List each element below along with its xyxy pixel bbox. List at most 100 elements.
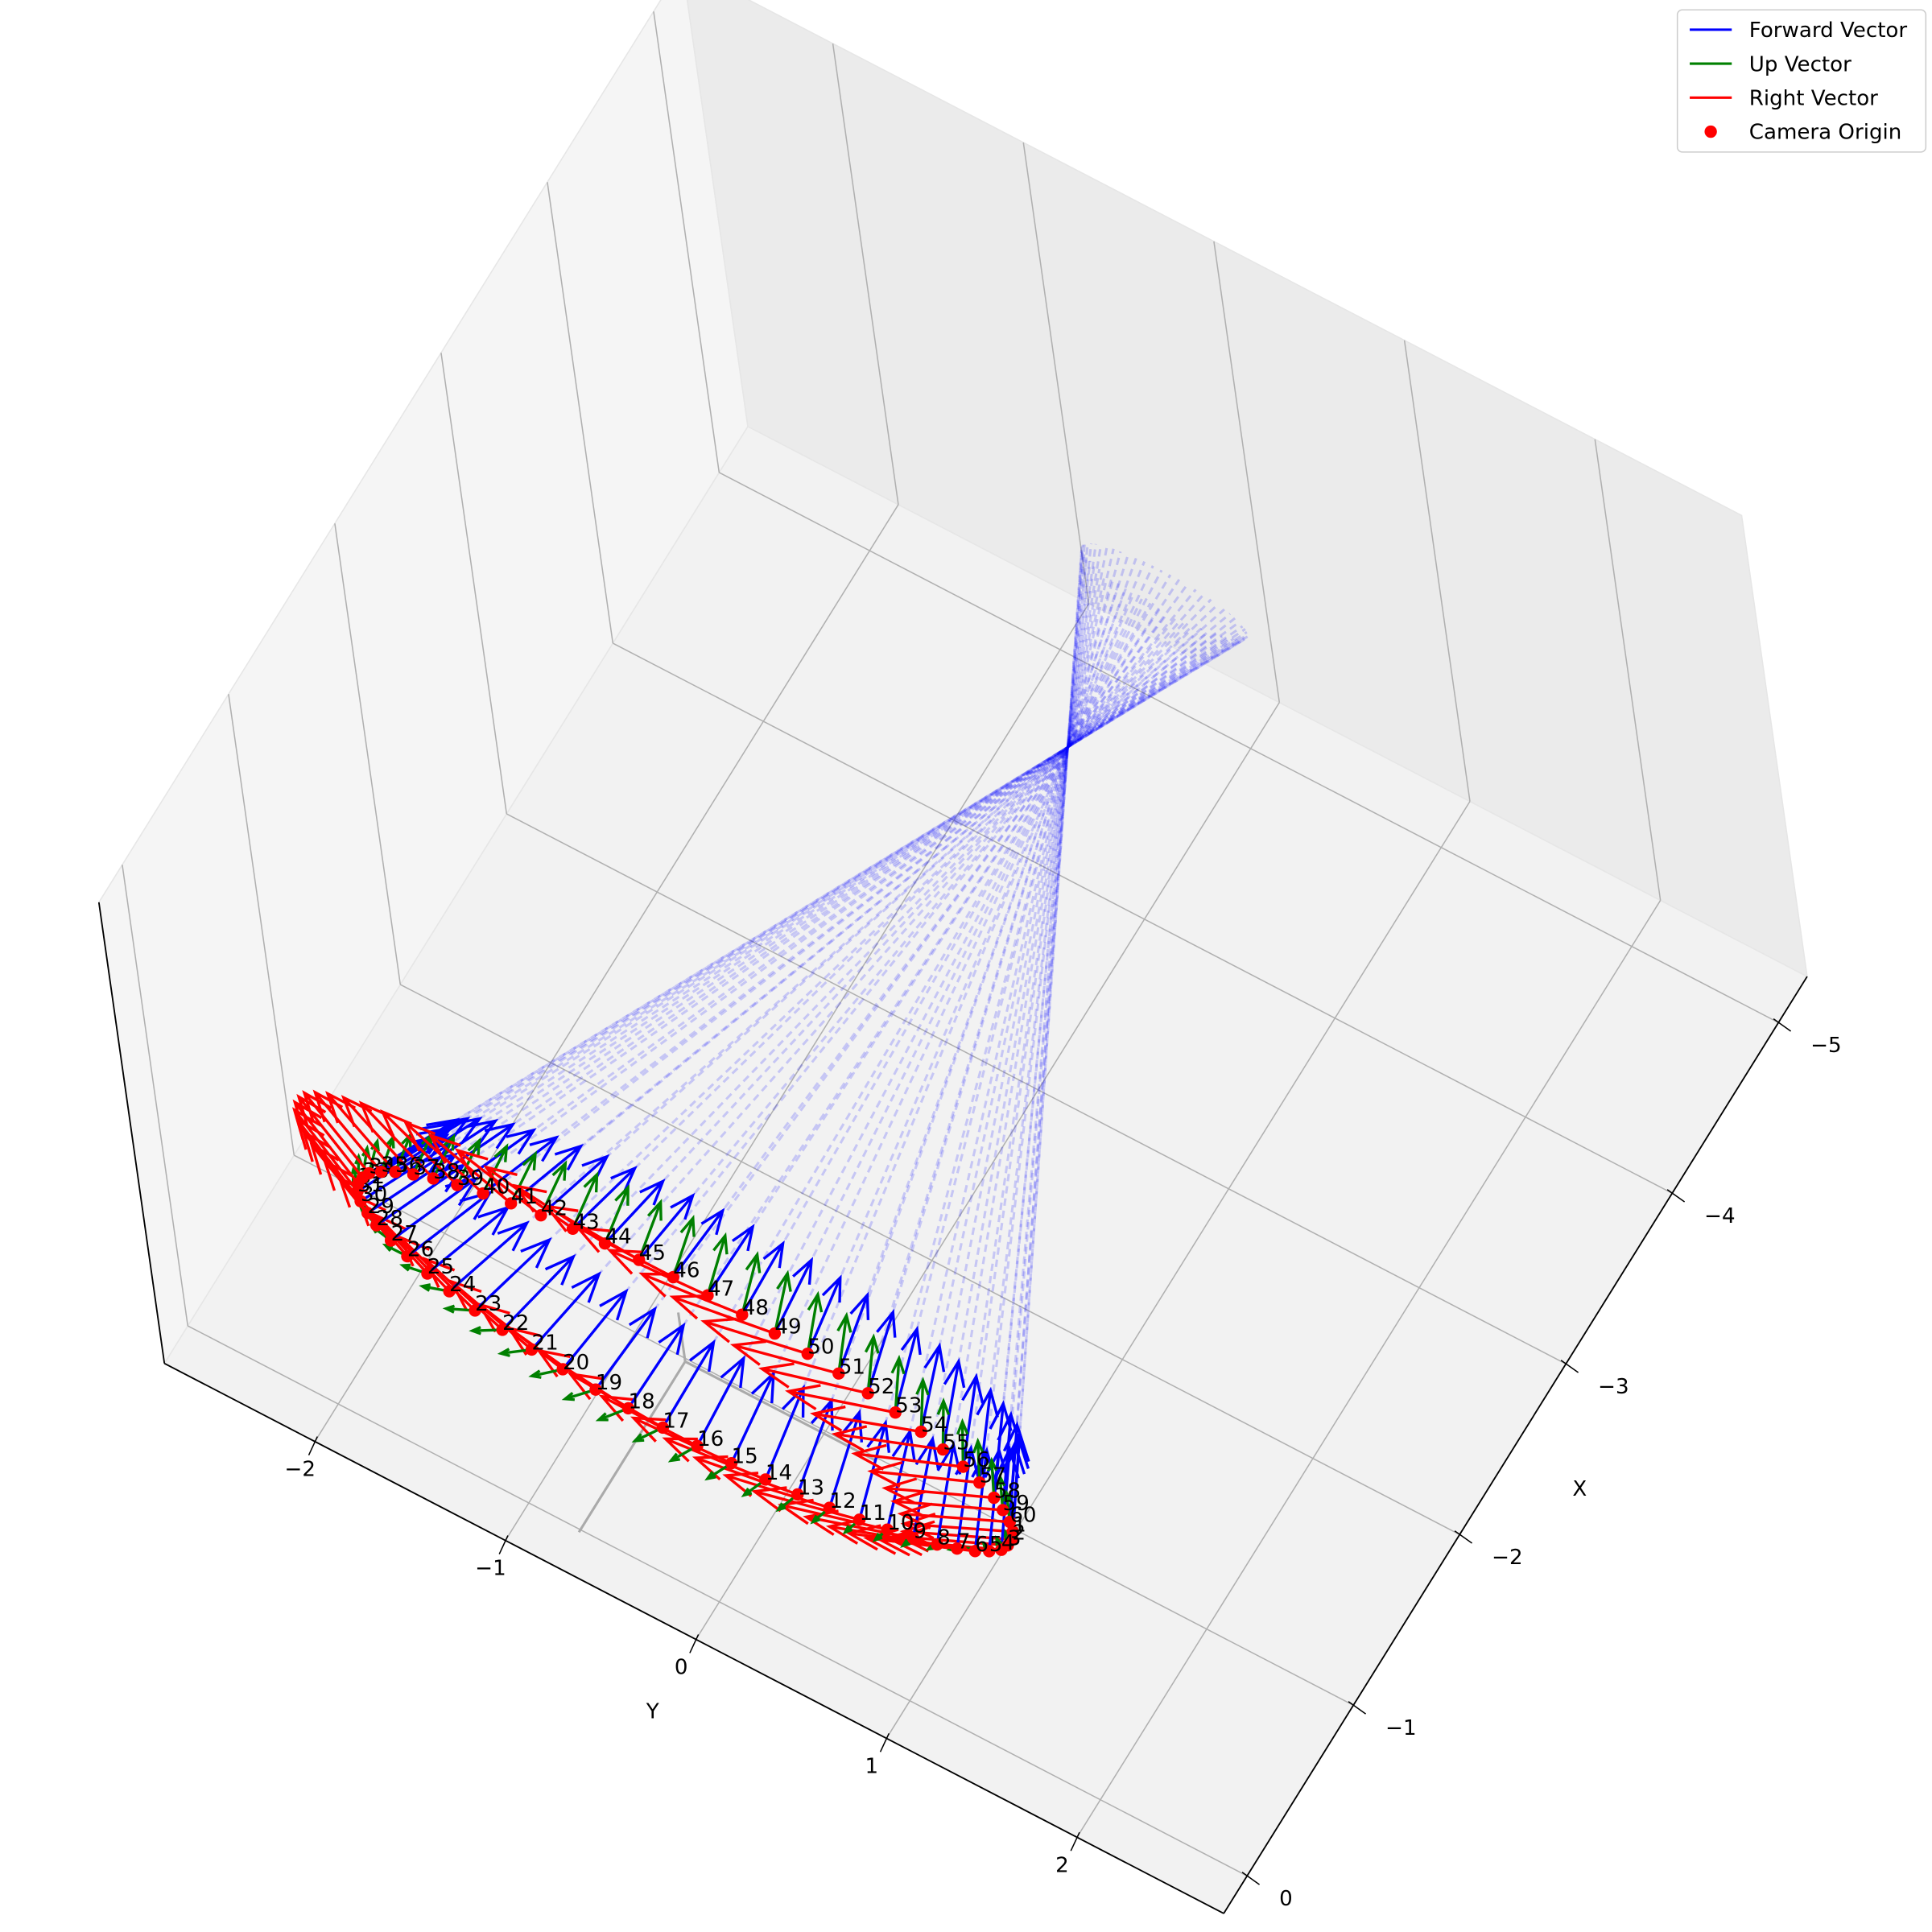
up-vector [671,1215,696,1278]
forward-vector [412,1118,499,1176]
up-vector [638,1199,663,1261]
up-vector [456,1137,481,1186]
camera-origin [535,1208,547,1222]
camera-origin [768,1327,782,1340]
x-tick-label: −3 [1598,1375,1629,1399]
right-vector [358,1100,435,1180]
camera-origin [401,1249,414,1263]
point-label: 19 [596,1371,622,1395]
view-ray [1010,546,1084,1540]
camera-origin [906,1531,920,1545]
point-label: 29 [368,1195,394,1219]
camera-origin [496,1323,509,1336]
grid-line [695,702,1280,1640]
point-label: 52 [868,1375,894,1399]
view-ray [638,616,1178,1261]
grid-line [506,813,1567,1364]
camera-origin [469,1304,481,1317]
forward-vector [671,1208,725,1278]
point-label: 7 [957,1530,971,1554]
grid-line [547,182,614,644]
camera-origin [1003,1515,1017,1529]
camera-origin [505,1197,518,1210]
view-ray [604,620,1187,1245]
point-label: 48 [742,1296,769,1320]
point-label: 23 [475,1292,502,1316]
point-label: 47 [708,1277,734,1301]
forward-vector [866,1308,897,1394]
camera-origin [724,1456,738,1470]
up-vector [773,1269,792,1334]
forward-vector [837,1291,870,1374]
legend: Forward Vector Up Vector Right Vector Camer… [1676,9,1927,153]
forward-vector [604,1179,666,1245]
forward-vector [561,1288,629,1371]
forward-vector [886,1427,916,1530]
right-vector [784,1384,896,1414]
view-ray [919,573,1107,1432]
point-label: 39 [457,1166,484,1191]
camera-origin [931,1538,943,1551]
view-ray [530,593,1205,1351]
y-tick-label: −2 [285,1458,316,1482]
forward-vector [976,1386,999,1483]
point-label: 41 [511,1185,538,1209]
view-ray [627,579,1181,1410]
grid-line [1076,900,1662,1838]
legend-label: Right Vector [1749,87,1878,111]
view-ray [978,560,1092,1483]
view-ray [730,565,1154,1464]
legend-label: Up Vector [1749,52,1852,76]
forward-vector [961,1373,985,1468]
point-label: 50 [807,1335,834,1360]
point-label: 60 [1009,1504,1036,1528]
camera-origin [852,1513,866,1526]
rays [357,543,1249,1552]
camera-origin [589,1383,602,1396]
view-ray [866,583,1120,1394]
point-label: 51 [839,1355,865,1379]
view-ray [561,588,1197,1370]
tick-mark [879,1732,890,1752]
camera-origin [354,1195,367,1208]
x-tick-label: −4 [1704,1204,1735,1228]
view-ray [973,543,1093,1552]
up-vector [915,1377,930,1432]
right-vector [897,1502,1010,1530]
view-ray [380,638,1243,1174]
view-ray [796,558,1137,1495]
forward-vector [473,1237,552,1312]
camera-origin [389,1166,402,1179]
view-ray [394,638,1239,1174]
forward-vector [406,1190,493,1257]
point-label: 17 [663,1409,689,1433]
point-label: 12 [829,1489,856,1513]
view-ray [672,612,1169,1278]
forward-vector [773,1257,814,1335]
camera-origin [443,1285,456,1298]
tick-mark [1560,1360,1579,1373]
point-label: 18 [629,1389,655,1414]
point-label: 21 [532,1331,559,1355]
point-label: 49 [774,1315,801,1340]
grid-line [1022,142,1090,604]
point-label: 24 [449,1273,476,1297]
legend-label: Forward Vector [1749,19,1908,43]
camera-origin [801,1348,814,1360]
point-label: 8 [937,1526,951,1550]
point-label: 9 [913,1520,927,1544]
right-vector [312,1089,382,1173]
x-axis-label: X [1572,1477,1587,1501]
view-ray [572,624,1194,1230]
forward-vector [806,1274,842,1355]
camera-origin [973,1476,986,1489]
up-vector [603,1184,630,1245]
up-vector [571,1170,599,1229]
point-label: 14 [766,1461,792,1485]
right-vector [402,1120,485,1195]
grid-line [440,353,508,815]
up-vector [539,1160,568,1216]
y-tick-label: 1 [865,1754,879,1778]
view-ray [837,588,1127,1374]
x-tick-label: 0 [1279,1887,1293,1911]
